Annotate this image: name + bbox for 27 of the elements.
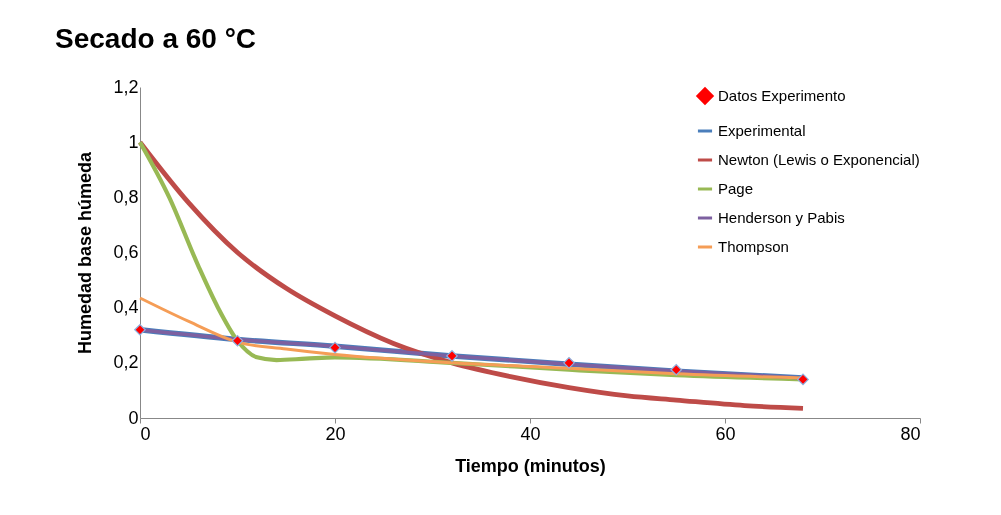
x-axis-title: Tiempo (minutos) (455, 455, 606, 476)
point (134, 323, 146, 336)
point (329, 341, 341, 354)
legend-label: Page (718, 180, 754, 197)
point (797, 373, 809, 386)
x-tick-label: 60 (715, 423, 736, 444)
y-tick-label: 1,2 (113, 76, 139, 97)
chart-title: Secado a 60 °C (55, 23, 257, 54)
legend-label: Thompson (718, 238, 789, 255)
x-tick-label: 20 (325, 423, 346, 444)
legend-label: Datos Experimento (718, 87, 846, 104)
y-axis-title: Humedad base húmeda (75, 150, 96, 355)
legend-label: Experimental (718, 122, 806, 139)
y-tick-label: 0 (128, 407, 139, 428)
y-tick-label: 0,2 (113, 352, 139, 373)
point (670, 363, 683, 376)
legend-label: Newton (Lewis o Exponencial) (718, 151, 920, 168)
y-tick-label: 0,4 (113, 297, 139, 318)
y-tick-label: 0,6 (113, 242, 139, 262)
point (446, 350, 458, 362)
y-tick-label: 1 (128, 131, 139, 152)
y-tick-label: 0,8 (113, 186, 139, 207)
point (231, 334, 244, 347)
x-tick-label: 80 (900, 423, 921, 444)
point (563, 356, 575, 369)
legend-label: Henderson y Pabis (718, 209, 845, 226)
x-tick-label: 40 (520, 423, 541, 444)
